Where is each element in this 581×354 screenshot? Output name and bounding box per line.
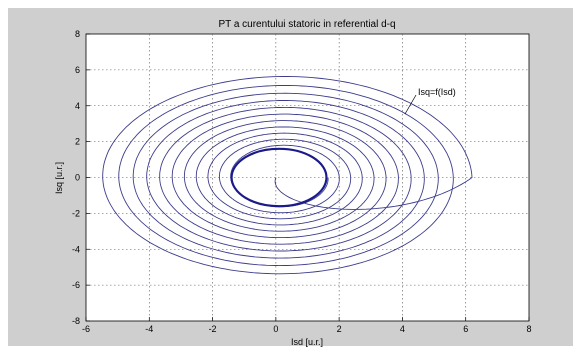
x-tick-label: 2 <box>337 324 342 334</box>
y-tick-label: -8 <box>72 316 80 326</box>
x-tick-label: 6 <box>463 324 468 334</box>
x-tick-label: 8 <box>526 324 531 334</box>
x-tick-label: -6 <box>82 324 90 334</box>
y-tick-label: 8 <box>75 29 80 39</box>
annotation-leader-line <box>404 94 417 115</box>
x-tick-label: 4 <box>400 324 405 334</box>
x-tick-label: 0 <box>273 324 278 334</box>
spiral-trajectory <box>102 76 473 275</box>
y-tick-label: 0 <box>75 173 80 183</box>
curve-annotation: Isq=f(Isd) <box>418 87 456 97</box>
y-tick-label: 2 <box>75 137 80 147</box>
plot-curves <box>102 76 473 275</box>
y-tick-label: -4 <box>72 244 80 254</box>
x-tick-label: -2 <box>209 324 217 334</box>
y-tick-label: 4 <box>75 101 80 111</box>
y-axis-label: Isq [u.r.] <box>54 162 64 194</box>
x-tick-label: -4 <box>145 324 153 334</box>
chart-title: PT a curentului statoric in referential … <box>218 19 395 30</box>
limit-cycle <box>230 147 328 208</box>
y-tick-label: -2 <box>72 208 80 218</box>
y-tick-label: -6 <box>72 280 80 290</box>
y-tick-label: 6 <box>75 65 80 75</box>
x-axis-label: Isd [u.r.] <box>291 337 323 347</box>
